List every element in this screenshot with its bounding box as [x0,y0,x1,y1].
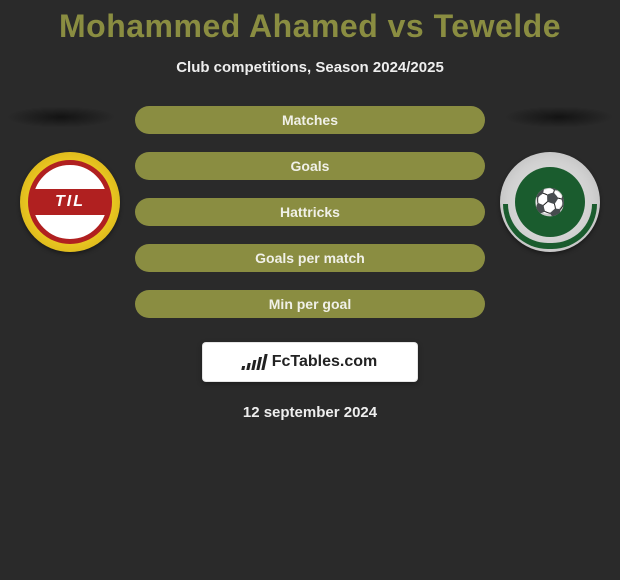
stat-bar-matches: Matches [135,106,485,134]
til-badge-icon: TIL [20,152,120,252]
bar-chart-icon [241,354,267,370]
player-shadow-left [6,106,116,128]
brand-text: FcTables.com [272,353,378,371]
stat-bar-min-per-goal: Min per goal [135,290,485,318]
team-badge-right: ⚽ [500,152,600,252]
til-badge-text: TIL [33,189,107,215]
stat-bar-goals: Goals [135,152,485,180]
comparison-content: TIL ⚽ Matches Goals Hattricks Goals per … [0,106,620,421]
stat-bar-list: Matches Goals Hattricks Goals per match … [135,106,485,318]
comparison-date: 12 september 2024 [0,404,620,421]
player-shadow-right [504,106,614,128]
brand-logo: FcTables.com [202,342,418,382]
stat-bar-goals-per-match: Goals per match [135,244,485,272]
comparison-title: Mohammed Ahamed vs Tewelde [0,0,620,45]
team-badge-left: TIL [20,152,120,252]
lommel-badge-icon: ⚽ [500,152,600,252]
stat-bar-hattricks: Hattricks [135,198,485,226]
season-subtitle: Club competitions, Season 2024/2025 [0,59,620,76]
lommel-badge-symbol: ⚽ [515,167,585,237]
